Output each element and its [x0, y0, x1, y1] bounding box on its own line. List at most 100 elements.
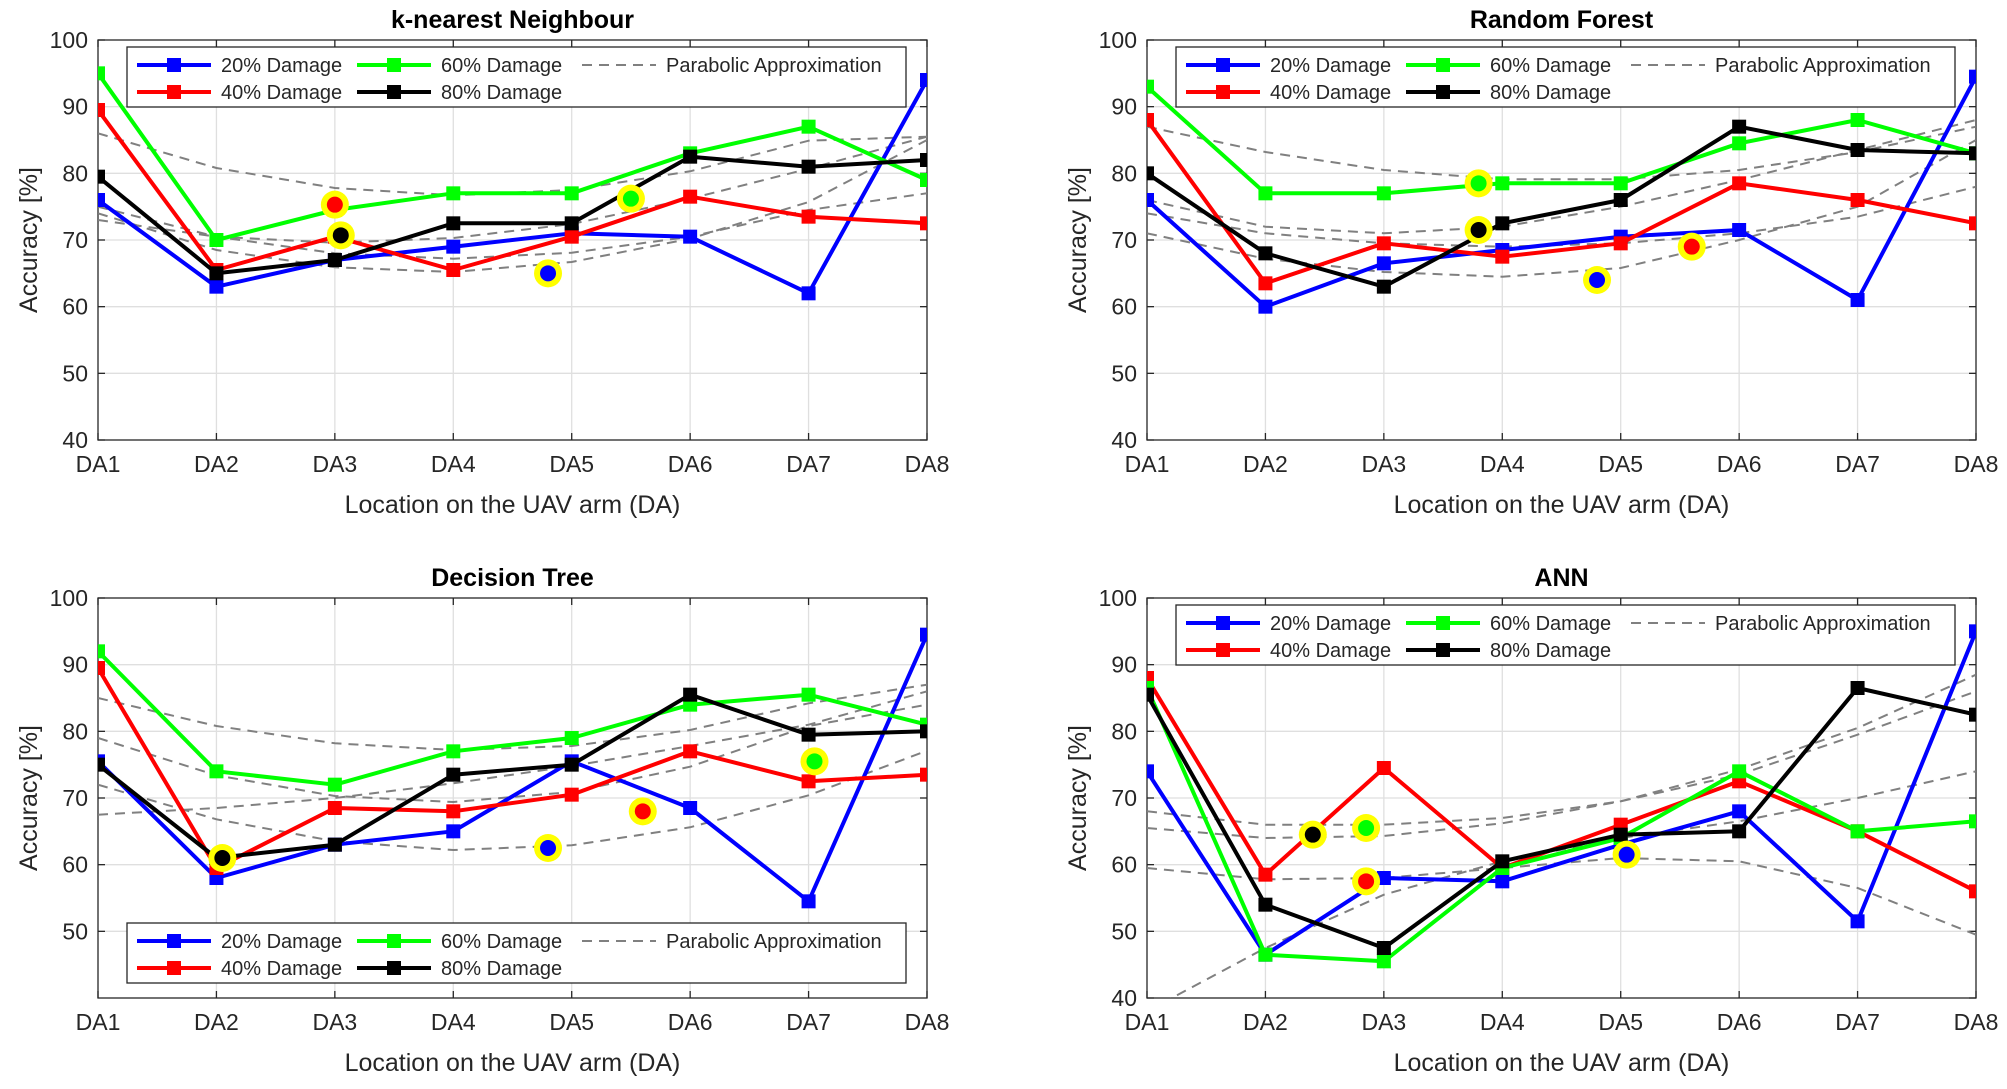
data-point — [1147, 687, 1154, 702]
data-point — [98, 169, 105, 184]
data-point — [564, 757, 579, 772]
data-point — [683, 189, 698, 204]
chart-panel-1: DA1 DA2 DA3 DA4 DA5 DA6 DA7 DA8 40 50 60 70 80 90 100 k… — [15, 6, 949, 519]
data-point — [1147, 166, 1154, 181]
data-point — [801, 687, 816, 702]
data-point — [801, 209, 816, 224]
data-point — [327, 801, 342, 815]
y-tick-label: 100 — [50, 27, 88, 53]
vertex-marker — [540, 265, 557, 282]
vertex-marker — [540, 840, 557, 856]
legend-label: Parabolic Approximation — [1715, 55, 1931, 77]
data-point — [920, 627, 927, 642]
data-point — [1850, 914, 1865, 929]
data-point — [98, 644, 105, 659]
y-tick-label: 70 — [1111, 785, 1137, 811]
data-point — [1969, 707, 1976, 722]
x-tick-label: DA3 — [312, 451, 357, 477]
data-point — [801, 286, 816, 301]
legend-marker — [387, 961, 401, 975]
y-tick-label: 40 — [1111, 985, 1137, 1011]
data-point — [564, 216, 579, 231]
x-tick-label: DA5 — [549, 451, 594, 477]
data-point — [1732, 824, 1747, 839]
data-point — [1969, 814, 1976, 829]
y-tick-label: 60 — [62, 852, 88, 878]
legend-label: 60% Damage — [1490, 55, 1611, 77]
y-tick-label: 90 — [1111, 94, 1137, 120]
data-point — [1258, 186, 1273, 201]
vertex-marker — [326, 196, 343, 213]
legend-label: 80% Damage — [1490, 640, 1611, 662]
data-point — [98, 103, 105, 117]
x-tick-label: DA6 — [1717, 1009, 1762, 1035]
x-tick-label: DA1 — [76, 1009, 121, 1035]
legend-label: 20% Damage — [221, 55, 342, 77]
series-line-60damage — [1147, 687, 1976, 964]
parabolic-curve-1 — [98, 139, 927, 274]
legend-box — [1175, 46, 1956, 108]
data-point — [920, 153, 927, 167]
data-point — [801, 774, 816, 789]
parabolic-curve-4 — [98, 690, 927, 816]
plot-layer — [98, 66, 927, 301]
data-point — [801, 119, 816, 134]
parabolic-curve-1 — [98, 749, 927, 852]
legend: 20% Damage 40% Damage 60% Damage 80% Damage… — [126, 922, 907, 984]
chart-panel-4: DA1 DA2 DA3 DA4 DA5 DA6 DA7 DA8 40 50 60 70 80 90 100 A… — [1064, 564, 1998, 1077]
legend-label: 80% Damage — [441, 958, 562, 980]
legend-label: 40% Damage — [221, 958, 342, 980]
data-point — [1495, 874, 1510, 889]
x-tick-label: DA1 — [76, 451, 121, 477]
x-tick-label: DA6 — [1717, 451, 1762, 477]
plot-layer — [1147, 624, 1976, 998]
x-tick-label: DA5 — [1598, 1009, 1643, 1035]
data-point — [209, 764, 224, 779]
legend-label: Parabolic Approximation — [666, 55, 882, 77]
chart-panel-3: DA1 DA2 DA3 DA4 DA5 DA6 DA7 DA8 50 60 70 80 90 100 Dec… — [15, 564, 949, 1077]
data-point — [1258, 897, 1273, 912]
x-tick-label: DA2 — [194, 451, 239, 477]
x-tick-label: DA7 — [786, 1009, 831, 1035]
data-point — [98, 66, 105, 81]
data-point — [1850, 193, 1865, 207]
parabolic-curve-4 — [1147, 119, 1976, 235]
legend-label: 60% Damage — [441, 931, 562, 953]
x-tick-label: DA8 — [905, 1009, 950, 1035]
data-point — [1495, 176, 1510, 191]
data-point — [1969, 216, 1976, 231]
data-point — [1732, 119, 1747, 134]
data-point — [446, 744, 461, 759]
x-tick-label: DA7 — [786, 451, 831, 477]
data-point — [564, 787, 579, 802]
data-point — [1376, 279, 1391, 294]
parabolic-curve-3 — [98, 132, 927, 197]
legend-label: 80% Damage — [1490, 82, 1611, 104]
data-point — [1969, 884, 1976, 899]
data-point — [1732, 223, 1747, 237]
legend-label: 60% Damage — [1490, 613, 1611, 635]
series-line-60damage — [1147, 85, 1976, 196]
legend-label: 40% Damage — [1270, 82, 1391, 104]
legend-marker — [1436, 85, 1450, 99]
x-tick-label: DA5 — [549, 1009, 594, 1035]
chart-title: k-nearest Neighbour — [391, 6, 634, 34]
x-tick-label: DA7 — [1835, 451, 1880, 477]
data-point — [683, 801, 698, 815]
chart-title: Random Forest — [1470, 6, 1654, 34]
y-tick-label: 50 — [1111, 918, 1137, 944]
legend-label: Parabolic Approximation — [666, 931, 882, 953]
data-point — [209, 279, 224, 294]
legend-label: Parabolic Approximation — [1715, 613, 1931, 635]
y-axis-label: Accuracy [%] — [15, 167, 43, 313]
data-point — [327, 777, 342, 792]
series-line-80damage — [1147, 124, 1976, 289]
legend: 20% Damage 40% Damage 60% Damage 80% Damage… — [126, 46, 907, 108]
y-tick-label: 50 — [62, 360, 88, 386]
data-point — [98, 757, 105, 772]
x-axis-label: Location on the UAV arm (DA) — [1394, 1049, 1730, 1077]
data-point — [1258, 276, 1273, 291]
y-tick-label: 80 — [1111, 718, 1137, 744]
parabolic-curve-3 — [98, 683, 927, 752]
data-point — [564, 731, 579, 745]
